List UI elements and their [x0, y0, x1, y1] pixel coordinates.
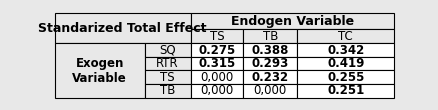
Bar	[191, 13, 394, 29]
Text: Exogen
Variable: Exogen Variable	[72, 57, 127, 85]
Text: 0.275: 0.275	[198, 44, 236, 57]
Text: RTR: RTR	[156, 57, 179, 70]
Text: 0.255: 0.255	[327, 71, 364, 84]
Text: 0,000: 0,000	[200, 84, 233, 97]
Text: 0.232: 0.232	[252, 71, 289, 84]
Text: TB: TB	[263, 30, 278, 43]
Bar	[145, 43, 191, 57]
Bar	[297, 84, 394, 98]
Bar	[297, 29, 394, 43]
Bar	[243, 43, 297, 57]
Text: 0.342: 0.342	[327, 44, 364, 57]
Bar	[145, 84, 191, 98]
Bar	[191, 43, 243, 57]
Text: 0.251: 0.251	[327, 84, 364, 97]
Text: Standarized Total Effect: Standarized Total Effect	[39, 22, 207, 35]
Bar	[55, 13, 191, 43]
Bar	[191, 57, 243, 70]
Bar	[191, 84, 243, 98]
Text: 0.315: 0.315	[198, 57, 236, 70]
Bar	[55, 43, 145, 98]
Text: TS: TS	[209, 30, 224, 43]
Bar	[145, 70, 191, 84]
Text: SQ: SQ	[159, 44, 176, 57]
Bar	[243, 70, 297, 84]
Text: TC: TC	[339, 30, 353, 43]
Text: 0,000: 0,000	[254, 84, 287, 97]
Bar	[297, 57, 394, 70]
Text: Endogen Variable: Endogen Variable	[231, 15, 354, 28]
Bar	[191, 29, 243, 43]
Text: 0.388: 0.388	[251, 44, 289, 57]
Text: TB: TB	[160, 84, 175, 97]
Bar	[297, 70, 394, 84]
Bar	[243, 29, 297, 43]
Bar	[297, 43, 394, 57]
Text: 0.293: 0.293	[252, 57, 289, 70]
Bar	[243, 84, 297, 98]
Bar	[191, 70, 243, 84]
Bar	[145, 57, 191, 70]
Bar	[243, 57, 297, 70]
Text: TS: TS	[160, 71, 175, 84]
Text: 0,000: 0,000	[200, 71, 233, 84]
Text: 0.419: 0.419	[327, 57, 364, 70]
